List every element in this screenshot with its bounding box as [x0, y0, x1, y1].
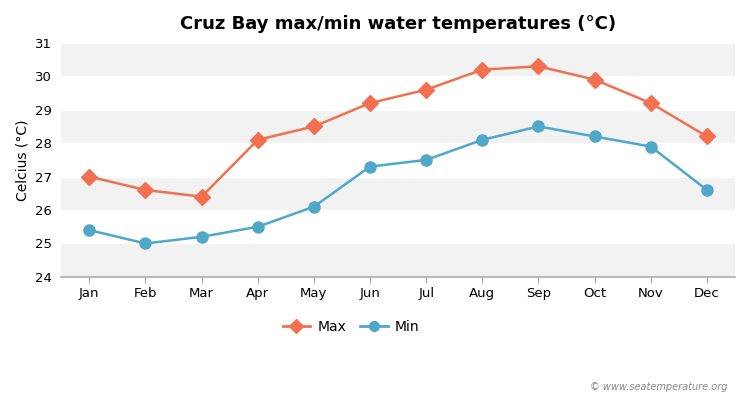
Max: [590, 77, 599, 82]
Text: © www.seatemperature.org: © www.seatemperature.org: [590, 382, 728, 392]
Min: [85, 228, 94, 232]
Min: [703, 188, 712, 192]
Line: Max: Max: [84, 61, 712, 202]
Min: [478, 138, 487, 142]
Legend: Max, Min: Max, Min: [277, 314, 425, 339]
Max: [254, 138, 262, 142]
Min: [141, 241, 150, 246]
Max: [85, 174, 94, 179]
Bar: [62, 43, 735, 76]
Min: [646, 144, 656, 149]
Bar: [62, 76, 735, 110]
Min: [197, 234, 206, 239]
Max: [141, 188, 150, 192]
Max: [422, 87, 430, 92]
Bar: [62, 210, 735, 244]
Min: [254, 224, 262, 229]
Min: [590, 134, 599, 139]
Bar: [62, 110, 735, 143]
Y-axis label: Celcius (°C): Celcius (°C): [15, 119, 29, 201]
Bar: [62, 244, 735, 277]
Min: [534, 124, 543, 129]
Max: [310, 124, 319, 129]
Line: Min: Min: [84, 121, 712, 249]
Bar: [62, 143, 735, 177]
Min: [422, 158, 430, 162]
Max: [646, 101, 656, 106]
Max: [478, 67, 487, 72]
Max: [703, 134, 712, 139]
Max: [534, 64, 543, 69]
Max: [197, 194, 206, 199]
Min: [365, 164, 374, 169]
Title: Cruz Bay max/min water temperatures (°C): Cruz Bay max/min water temperatures (°C): [180, 15, 616, 33]
Bar: [62, 177, 735, 210]
Min: [310, 204, 319, 209]
Max: [365, 101, 374, 106]
